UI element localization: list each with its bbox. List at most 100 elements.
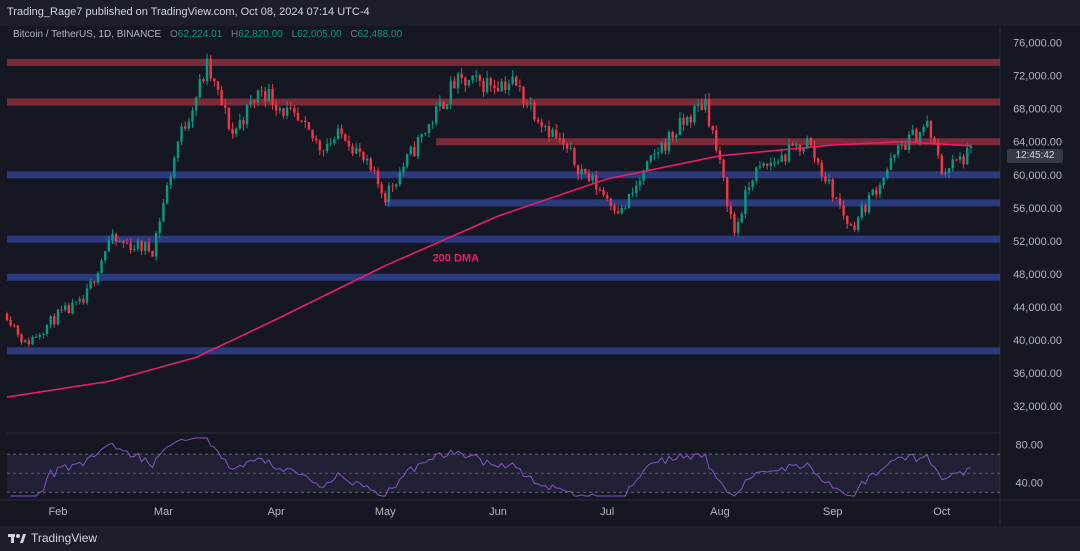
candle-body	[540, 121, 543, 127]
candle-body	[605, 195, 609, 199]
high-label: H	[231, 29, 239, 40]
candle-body	[824, 176, 827, 182]
candle-body	[427, 124, 431, 133]
candle-body	[835, 197, 838, 199]
candle-body	[271, 89, 274, 105]
candle-body	[496, 87, 500, 92]
candle-body	[678, 117, 682, 136]
candle-body	[565, 144, 569, 149]
candle-body	[380, 184, 383, 194]
candle-body	[947, 168, 951, 173]
symbol-info: Bitcoin / TetherUS, 1D, BINANCE O62,224.…	[13, 29, 402, 40]
candle-body	[958, 156, 962, 160]
candle-body	[118, 240, 121, 242]
candle-body	[562, 138, 565, 145]
candle-body	[769, 162, 773, 166]
price-tick-label: 44,000.00	[1013, 302, 1062, 314]
price-tick-label: 56,000.00	[1013, 203, 1062, 215]
candle-body	[151, 250, 154, 257]
candle-body	[616, 211, 620, 214]
candle-body	[329, 143, 332, 145]
candle-body	[5, 313, 9, 320]
open-label: O	[169, 29, 178, 40]
candle-body	[202, 79, 205, 82]
candle-body	[627, 194, 631, 208]
candle-body	[78, 298, 81, 302]
candle-body	[464, 77, 467, 86]
candle-body	[762, 163, 765, 166]
candle-body	[944, 172, 947, 175]
candle-body	[253, 100, 256, 103]
candle-body	[544, 126, 547, 128]
candle-body	[216, 81, 220, 90]
level-support-6	[7, 273, 1000, 281]
candle-body	[733, 214, 736, 233]
level-support-4	[385, 199, 1000, 207]
candle-body	[747, 187, 751, 190]
candle-body	[384, 193, 387, 203]
candle-body	[802, 148, 805, 152]
candle-body	[180, 126, 183, 142]
candle-body	[929, 120, 933, 138]
candle-body	[209, 58, 212, 79]
level-support-7	[7, 347, 1000, 355]
candle-body	[394, 184, 398, 187]
candle-body	[511, 76, 514, 84]
candle-body	[82, 298, 85, 303]
candle-body	[449, 80, 452, 105]
candle-body	[231, 128, 234, 134]
candle-body	[140, 240, 143, 252]
candle-body	[926, 120, 929, 127]
candle-body	[860, 205, 863, 218]
candle-body	[911, 129, 914, 135]
candle-body	[398, 172, 402, 185]
low-label: L	[291, 29, 298, 40]
candle-body	[867, 194, 871, 213]
candle-body	[533, 102, 536, 120]
candle-body	[347, 140, 351, 147]
candle-body	[693, 105, 696, 123]
close-label: C	[350, 29, 358, 40]
candle-body	[696, 104, 700, 106]
candle-body	[282, 108, 285, 116]
candle-body	[740, 213, 743, 223]
candle-body	[194, 97, 198, 111]
month-tick-label: Sep	[823, 506, 843, 518]
candle-body	[322, 150, 325, 152]
candle-body	[147, 242, 151, 251]
candle-body	[351, 146, 354, 154]
candle-body	[864, 205, 867, 213]
candle-body	[631, 192, 634, 195]
candle-body	[675, 135, 678, 138]
candle-body	[445, 104, 449, 110]
candle-body	[56, 309, 60, 325]
candle-body	[846, 215, 849, 225]
candle-body	[340, 128, 343, 135]
candle-body	[373, 170, 376, 172]
month-tick-label: Feb	[48, 506, 67, 518]
candle-body	[311, 129, 314, 139]
candle-body	[842, 204, 845, 216]
candle-body	[504, 81, 507, 90]
price-tick-label: 60,000.00	[1013, 170, 1062, 182]
candle-body	[260, 90, 263, 92]
price-tick-label: 32,000.00	[1013, 401, 1062, 413]
candle-body	[176, 141, 180, 158]
candle-body	[878, 184, 882, 195]
candle-body	[635, 185, 638, 193]
candles	[5, 53, 973, 347]
candle-body	[700, 104, 703, 110]
candle-body	[45, 324, 49, 334]
candle-body	[922, 126, 925, 133]
candle-body	[114, 234, 118, 242]
close-value: 62,488.00	[357, 29, 403, 40]
candle-body	[642, 170, 645, 182]
candle-body	[766, 163, 769, 166]
price-tick-label: 36,000.00	[1013, 368, 1062, 380]
candle-body	[256, 90, 260, 103]
candle-body	[336, 128, 340, 140]
brand[interactable]: TradingView	[8, 531, 97, 545]
candle-body	[536, 119, 540, 122]
candle-body	[136, 240, 140, 249]
